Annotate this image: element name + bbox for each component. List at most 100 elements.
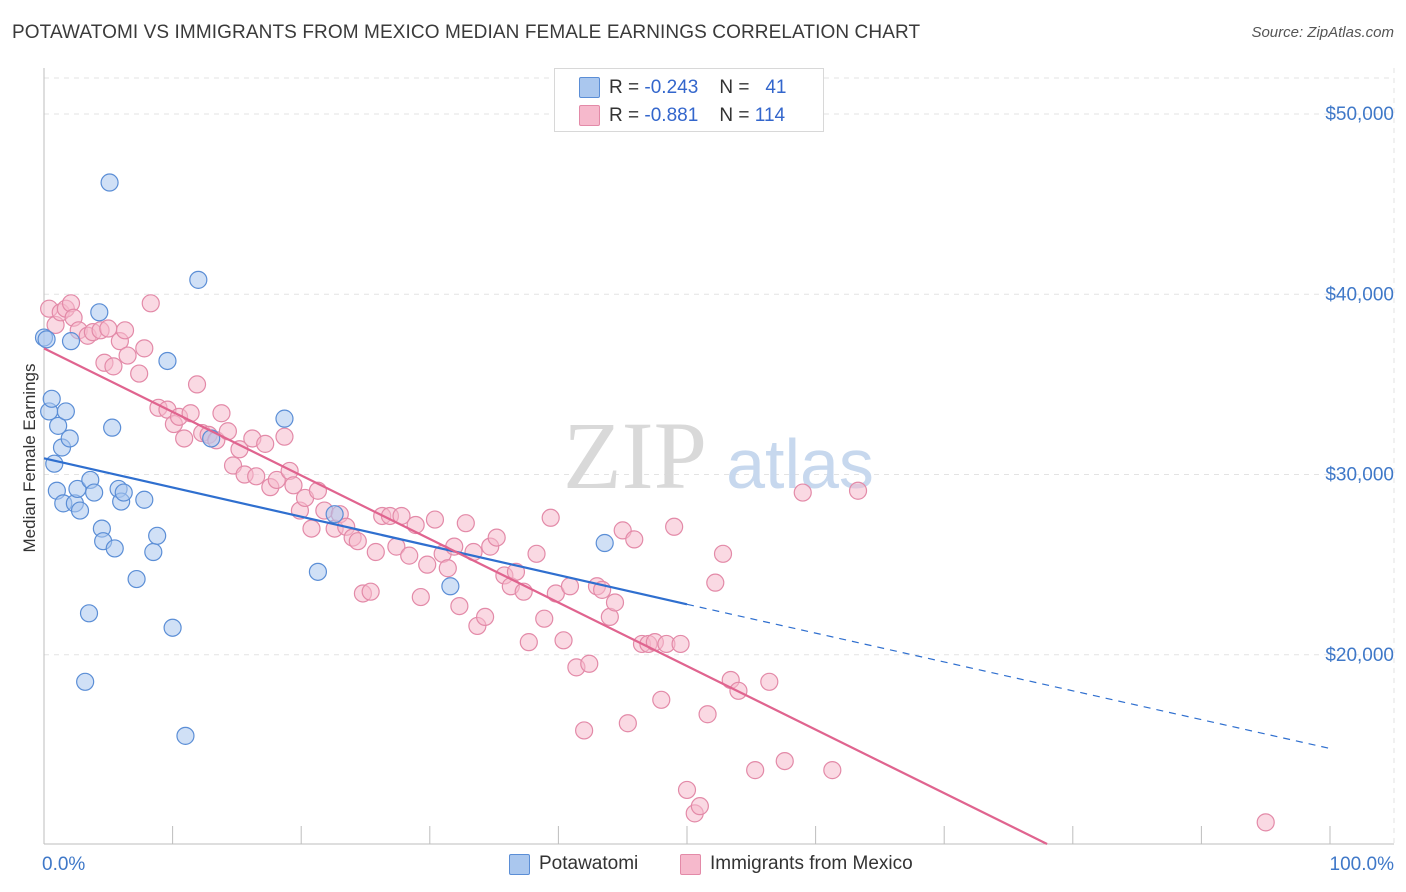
potawatomi-point <box>325 505 344 524</box>
mexico-point <box>690 797 709 816</box>
potawatomi-point <box>202 429 221 448</box>
mexico-point <box>706 573 725 592</box>
mexico-point <box>456 514 475 533</box>
mexico-point <box>135 339 154 358</box>
mexico-point <box>527 544 546 563</box>
potawatomi-trend-extension <box>686 603 1331 750</box>
legend-label-mexico: Immigrants from Mexico <box>710 853 913 874</box>
legend-swatch-potawatomi <box>509 854 530 875</box>
mexico-point <box>618 714 637 733</box>
mexico-point <box>541 508 560 527</box>
mexico-point <box>554 631 573 650</box>
potawatomi-point <box>56 402 75 421</box>
mexico-point <box>665 517 684 536</box>
chart-source: Source: ZipAtlas.com <box>1251 24 1394 41</box>
mexico-point <box>411 587 430 607</box>
mexico-point <box>475 607 495 627</box>
mexico-point <box>671 634 690 654</box>
potawatomi-point <box>308 562 328 581</box>
mexico-point <box>560 577 580 596</box>
mexico-point <box>425 510 445 529</box>
x-tick-label: 100.0% <box>1330 854 1395 875</box>
mexico-swatch <box>579 105 600 126</box>
mexico-point <box>118 346 137 365</box>
y-tick-label: $30,000 <box>1325 465 1394 486</box>
mexico-point <box>130 364 149 383</box>
potawatomi-point <box>114 483 133 502</box>
mexico-point <box>519 633 538 652</box>
potawatomi-point <box>189 270 208 289</box>
legend-swatch-mexico <box>680 854 701 875</box>
mexico-point <box>247 467 266 486</box>
potawatomi-point <box>49 416 68 435</box>
trend-lines <box>43 347 1331 845</box>
mexico-point <box>256 434 275 453</box>
mexico-point <box>115 321 135 340</box>
stats-r-value: -0.881 <box>644 105 699 126</box>
stats-n-value: 114 <box>754 105 786 126</box>
stats-n-label: N = <box>719 77 750 98</box>
watermark-zip: ZIP <box>563 402 707 509</box>
mexico-point <box>793 483 812 502</box>
mexico-point <box>713 544 733 563</box>
potawatomi-point <box>70 501 90 520</box>
potawatomi-point <box>60 429 79 448</box>
potawatomi-point <box>76 672 95 691</box>
mexico-point <box>1256 813 1275 832</box>
potawatomi-trend-line <box>43 457 688 606</box>
stats-r-label: R = <box>609 105 640 126</box>
mexico-point <box>605 593 625 612</box>
potawatomi-point <box>441 577 460 596</box>
x-tick-label: 0.0% <box>42 854 85 875</box>
stats-legend: R = -0.243 N = 41 R = -0.881 N = 114 <box>554 68 824 132</box>
potawatomi-point <box>61 332 81 351</box>
mexico-point <box>212 404 231 423</box>
mexico-point <box>580 654 599 673</box>
mexico-point <box>848 481 868 500</box>
mexico-point <box>760 672 779 691</box>
mexico-point <box>775 751 794 771</box>
potawatomi-point <box>85 483 104 502</box>
stats-n-value: 41 <box>765 77 787 98</box>
mexico-trend-line <box>43 347 1048 845</box>
mexico-point <box>366 542 385 562</box>
mexico-point <box>275 427 294 446</box>
potawatomi-point <box>105 539 124 558</box>
mexico-point <box>535 609 554 628</box>
mexico-point <box>284 476 303 495</box>
potawatomi-point <box>37 330 56 349</box>
mexico-point <box>575 721 594 740</box>
potawatomi-point <box>144 542 163 562</box>
mexico-point <box>625 530 644 549</box>
potawatomi-point <box>148 526 167 545</box>
legend-label-potawatomi: Potawatomi <box>539 853 639 874</box>
mexico-point <box>141 294 160 313</box>
tick-labels: $20,000 $30,000 $40,000 $50,000 0.0% 100.0% <box>42 104 1394 875</box>
mexico-point <box>677 780 697 800</box>
potawatomi-point <box>158 351 177 371</box>
mexico-point <box>361 582 380 601</box>
stats-r-value: -0.243 <box>644 77 699 98</box>
potawatomi-point <box>42 389 61 408</box>
potawatomi-point <box>595 533 614 553</box>
mexico-point <box>746 761 765 780</box>
potawatomi-point <box>79 604 99 623</box>
mexico-point <box>187 375 207 394</box>
potawatomi-point <box>127 569 146 589</box>
potawatomi-point <box>176 726 195 745</box>
potawatomi-point <box>275 409 294 428</box>
mexico-point <box>487 528 506 547</box>
mexico-point <box>175 429 194 448</box>
y-axis-label: Median Female Earnings <box>20 363 39 553</box>
mexico-point <box>450 596 469 616</box>
mexico-point <box>438 559 457 578</box>
potawatomi-point <box>100 173 119 192</box>
axes <box>43 68 1394 845</box>
y-tick-label: $50,000 <box>1325 104 1394 125</box>
mexico-point <box>348 532 367 551</box>
mexico-point <box>823 761 842 780</box>
chart-title: POTAWATOMI VS IMMIGRANTS FROM MEXICO MED… <box>12 22 921 43</box>
potawatomi-point <box>103 418 122 437</box>
mexico-point <box>104 357 123 376</box>
